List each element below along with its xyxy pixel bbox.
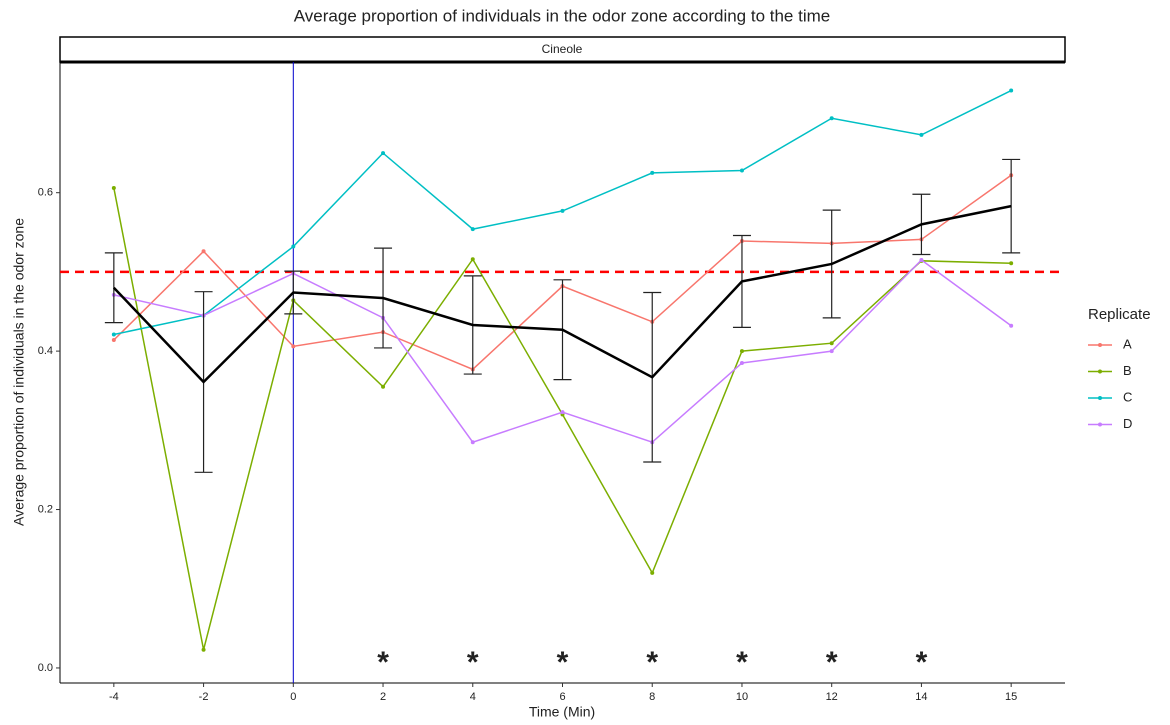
series-point [201,249,206,254]
series-point [111,332,116,337]
x-tick-label: 12 [826,691,838,703]
series-point [111,185,116,190]
legend-swatch-point [1098,396,1102,400]
x-axis-title: Time (Min) [529,704,595,720]
series-point [291,344,296,349]
series-point [1009,88,1014,93]
significance-marker: * [736,646,748,679]
legend-label: C [1123,389,1132,404]
series-point [919,132,924,137]
y-tick-label: 0.6 [38,187,53,199]
series-point [1009,261,1014,266]
significance-marker: * [826,646,838,679]
legend-label: A [1123,336,1132,351]
series-point [739,349,744,354]
x-tick-label: -2 [199,691,209,703]
x-tick-label: 8 [649,691,655,703]
legend-label: B [1123,363,1132,378]
x-tick-label: 15 [1005,691,1017,703]
x-tick-label: 6 [559,691,565,703]
series-point [291,244,296,249]
series-point [470,440,475,445]
facet-strip [59,36,1066,63]
legend-swatch-point [1098,369,1102,374]
significance-marker: * [916,646,928,679]
series-point [829,349,834,354]
series-point [650,170,655,175]
series-point [829,116,834,121]
series-point [829,341,834,346]
facet-label: Cineole [542,42,583,56]
x-tick-label: 0 [290,691,296,703]
significance-marker: * [557,646,569,679]
series-point [381,151,386,156]
y-tick-label: 0.4 [38,345,53,357]
y-tick-label: 0.2 [38,503,53,515]
series-line [113,187,1012,650]
series-point [739,168,744,173]
series-point [470,257,475,262]
series-point [111,338,116,343]
series-point [560,410,565,415]
chart-title: Average proportion of individuals in the… [294,6,830,25]
significance-marker: * [377,646,389,679]
significance-marker: * [646,646,658,679]
x-tick-label: 2 [380,691,386,703]
x-tick-label: 4 [470,691,476,703]
legend-title: Replicate [1088,306,1151,323]
series-point [650,570,655,575]
legend-swatch-point [1098,422,1102,427]
x-tick-label: -4 [109,691,119,703]
series-point [919,258,924,263]
y-axis-title: Average proportion of individuals in the… [11,218,27,526]
legend-label: D [1123,416,1132,431]
series-point [739,360,744,365]
x-tick-label: 10 [736,691,748,703]
mean-line [112,204,1012,384]
series-point [1009,323,1014,328]
significance-marker: * [467,646,479,679]
legend-swatch-point [1098,343,1102,347]
series-point [201,647,206,652]
series-point [470,227,475,232]
x-tick-label: 14 [915,691,927,703]
y-tick-label: 0.0 [38,662,53,674]
series-point [560,208,565,213]
series-point [381,384,386,389]
